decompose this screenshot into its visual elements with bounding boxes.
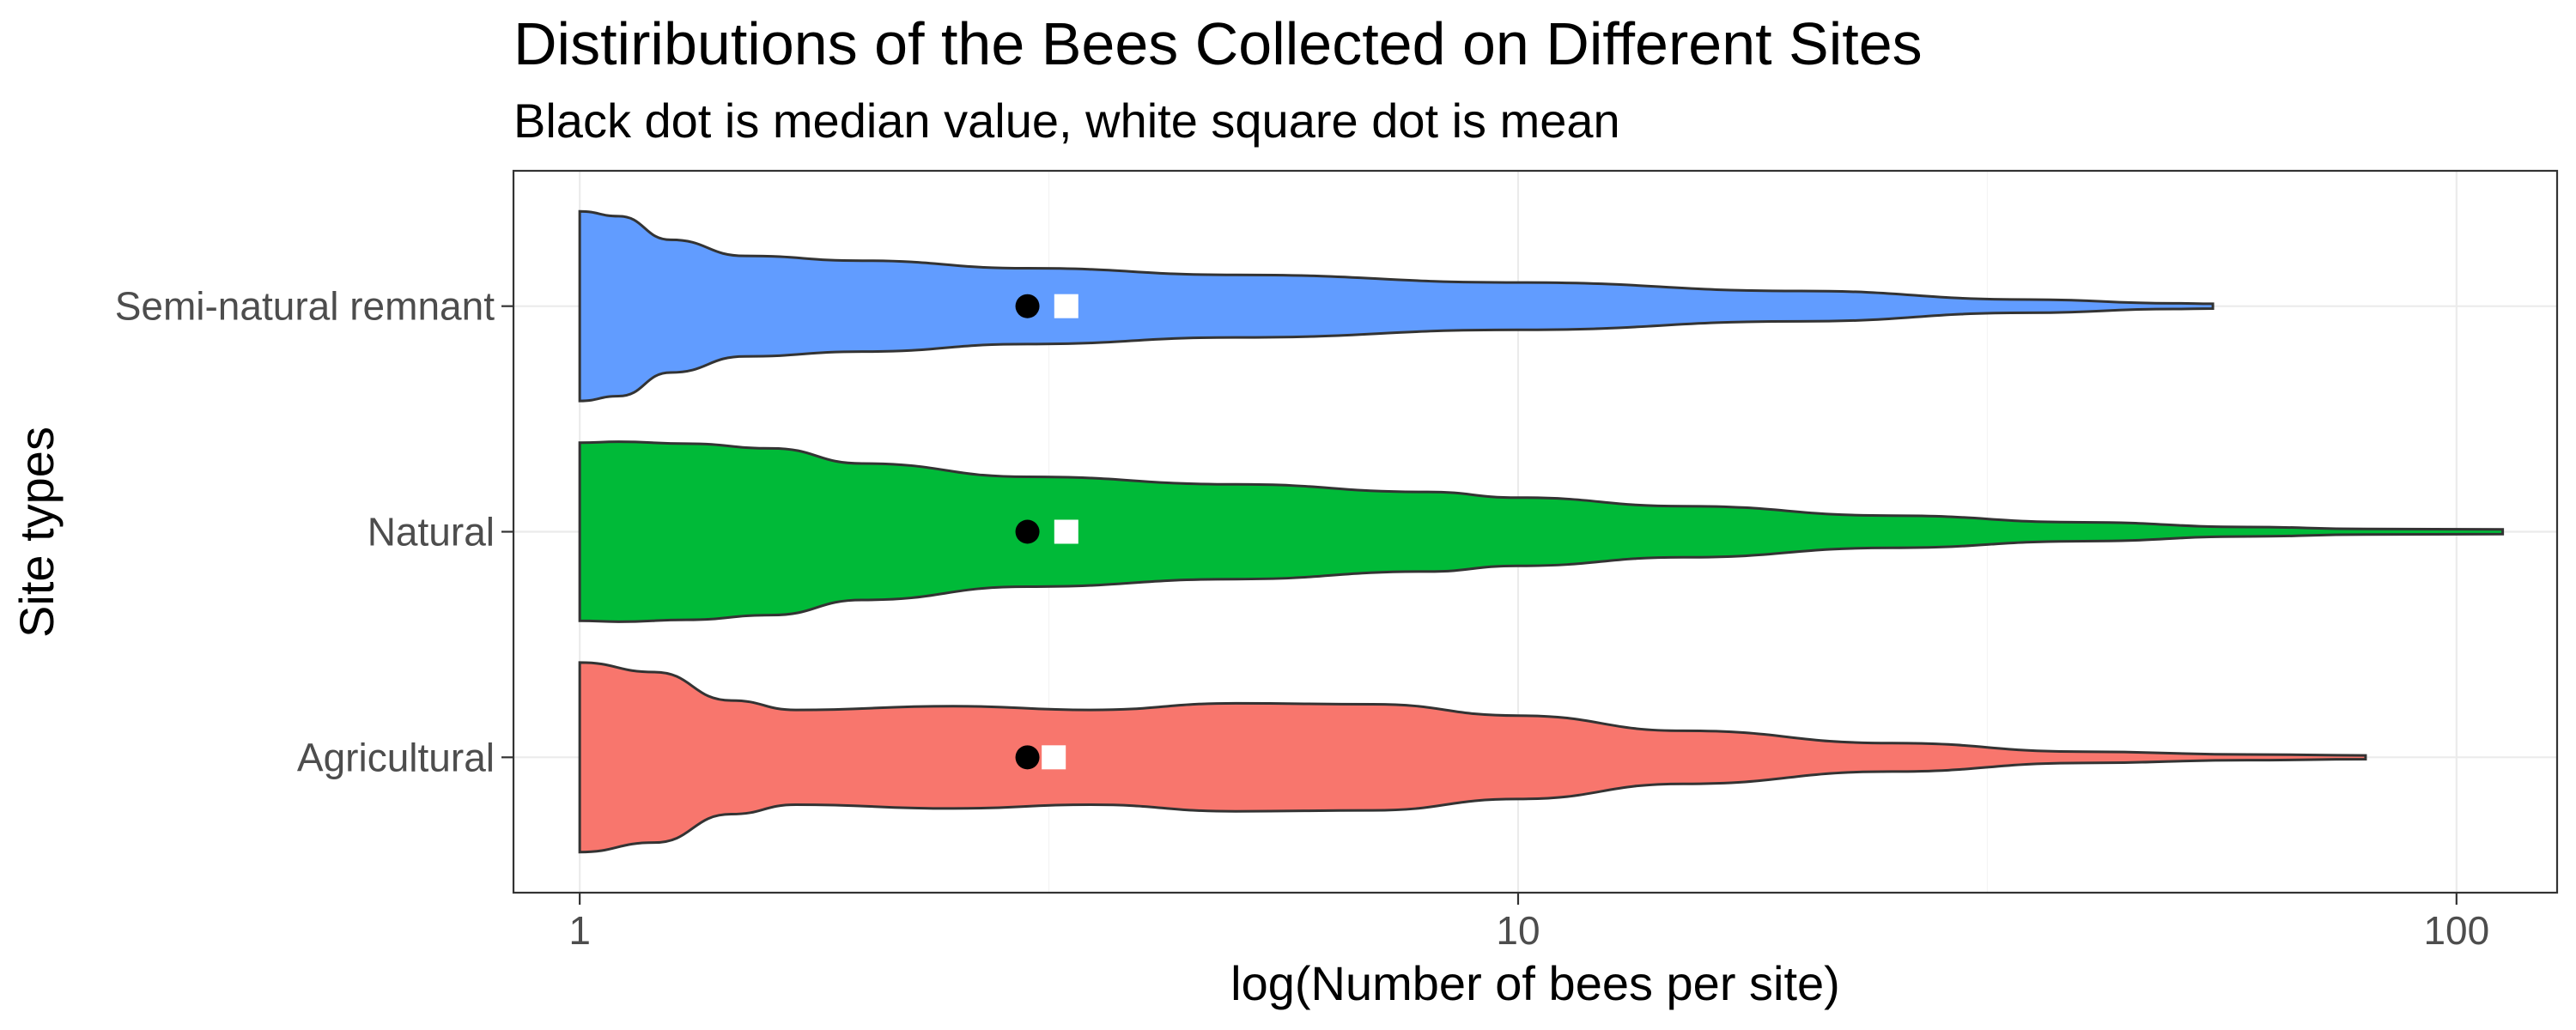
median-dot: [1015, 745, 1040, 770]
chart-title: Distiributions of the Bees Collected on …: [513, 10, 1923, 77]
y-tick-label: Agricultural: [297, 735, 495, 779]
mean-square: [1054, 519, 1078, 544]
x-tick-label: 1: [568, 908, 591, 953]
axes: 1 10 100 Semi-natural remnant Natural Agricul…: [115, 284, 2490, 953]
chart-subtitle: Black dot is median value, white square …: [513, 94, 1620, 148]
y-axis-title: Site types: [9, 427, 64, 638]
mean-square: [1054, 294, 1078, 318]
y-tick-label: Natural: [368, 510, 495, 554]
markers: [1015, 294, 1078, 770]
violins: [578, 209, 2505, 854]
x-axis-title: log(Number of bees per site): [1230, 956, 1840, 1010]
violin-shape: [578, 661, 2367, 854]
x-tick-label: 10: [1496, 908, 1540, 953]
violin-shape: [578, 440, 2505, 623]
y-tick-label: Semi-natural remnant: [115, 284, 495, 329]
median-dot: [1015, 519, 1040, 544]
median-dot: [1015, 294, 1040, 318]
violin-shape: [578, 209, 2215, 403]
x-tick-label: 100: [2423, 908, 2489, 953]
mean-square: [1042, 745, 1066, 770]
